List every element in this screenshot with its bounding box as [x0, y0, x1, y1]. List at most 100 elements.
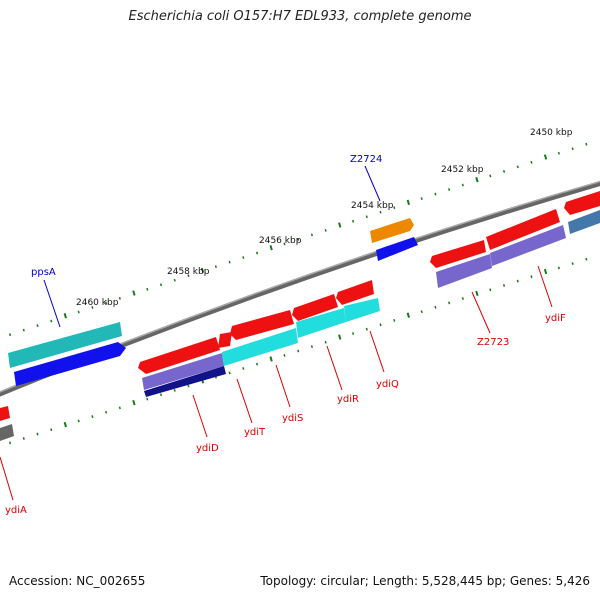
gene-label-ydiS[interactable]: ydiS: [282, 413, 303, 424]
scale-tick: [255, 251, 259, 255]
gene-left-gray[interactable]: [0, 424, 14, 441]
leader-ydiD: [192, 394, 208, 438]
scale-tick: [420, 310, 423, 314]
scale-tick: [118, 296, 121, 300]
scale-tick: [269, 356, 273, 362]
scale-label-2450: 2450 kbp: [530, 128, 573, 138]
scale-tick: [543, 154, 548, 160]
scale-tick: [159, 393, 163, 397]
gene-ydiR-cyan[interactable]: [296, 308, 346, 338]
scale-tick: [9, 441, 12, 445]
scale-tick: [489, 174, 492, 178]
scale-tick: [379, 323, 382, 327]
leader-ppsA: [43, 279, 61, 328]
scale-tick: [173, 278, 176, 282]
gene-ydiD-purple[interactable]: [142, 353, 224, 390]
scale-tick: [448, 188, 451, 191]
scale-tick: [475, 290, 479, 297]
gene-Z2724-orange[interactable]: [370, 218, 414, 243]
scale-tick: [255, 362, 259, 366]
scale-tick: [36, 324, 39, 328]
scale-tick: [105, 301, 108, 305]
gene-ydiQ-red[interactable]: [336, 280, 374, 305]
scale-tick: [543, 268, 548, 275]
scale-tick: [77, 310, 80, 314]
leader-ydiR: [326, 345, 343, 391]
gene-label-ydiF[interactable]: ydiF: [545, 313, 566, 324]
scale-tick: [324, 228, 327, 232]
scale-ticks-outer: [9, 142, 588, 337]
leader-ydiS: [275, 364, 291, 408]
gene-ydiS-red[interactable]: [230, 310, 294, 340]
gene-ydiF-purple[interactable]: [490, 225, 566, 266]
gene-ydiS-cyan[interactable]: [222, 328, 298, 366]
scale-tick: [63, 421, 67, 428]
gene-Z2724-blue[interactable]: [376, 237, 418, 261]
gene-label-ydiD[interactable]: ydiD: [196, 443, 219, 454]
gene-ydiD-navy[interactable]: [144, 366, 226, 397]
gene-right-red[interactable]: [564, 191, 600, 215]
scale-tick: [406, 199, 410, 206]
gene-left-red[interactable]: [0, 406, 10, 421]
gene-label-ydiQ[interactable]: ydiQ: [376, 379, 399, 390]
scale-tick: [338, 334, 342, 340]
scale-tick: [448, 301, 451, 305]
scale-tick: [352, 332, 355, 335]
leader-Z2724: [364, 165, 381, 202]
scale-ticks-inner: [9, 257, 588, 445]
gene-ydiD-red[interactable]: [138, 337, 220, 374]
scale-tick: [461, 297, 464, 300]
gene-ydiR-red[interactable]: [292, 294, 338, 321]
scale-label-2460: 2460 kbp: [76, 298, 119, 308]
scale-tick: [365, 215, 368, 219]
leader-ydiT: [236, 378, 253, 424]
scale-tick: [516, 165, 519, 169]
scale-tick: [105, 410, 108, 414]
scale-tick: [352, 219, 355, 223]
scale-tick: [461, 183, 464, 187]
gene-Z2723-red[interactable]: [430, 240, 486, 268]
gene-label-Z2724[interactable]: Z2724: [350, 154, 382, 165]
gene-label-ydiR[interactable]: ydiR: [337, 394, 359, 405]
scale-tick: [200, 267, 205, 274]
gene-ydiQ-cyan[interactable]: [344, 298, 380, 322]
scale-tick: [50, 319, 53, 323]
scale-tick: [585, 142, 588, 146]
gene-label-ydiT[interactable]: ydiT: [244, 427, 266, 438]
scale-tick: [91, 415, 94, 419]
gene-Z2723-purple[interactable]: [436, 254, 492, 288]
scale-label-2456: 2456 kbp: [259, 236, 302, 246]
scale-tick: [530, 275, 533, 279]
genome-backbone: [0, 180, 600, 397]
scale-tick: [22, 328, 25, 332]
gene-right-steel[interactable]: [568, 210, 600, 234]
gene-label-ydiA[interactable]: ydiA: [5, 505, 27, 516]
leader-ydiF: [537, 265, 553, 308]
scale-tick: [475, 176, 479, 183]
accession-text: Accession: NC_002655: [9, 574, 146, 588]
scale-tick: [159, 283, 163, 287]
gene-label-ppsA[interactable]: ppsA: [31, 267, 56, 278]
scale-tick: [434, 305, 437, 309]
gene-ydiT-red-small[interactable]: [218, 332, 232, 348]
gene-ppsA-teal[interactable]: [8, 322, 122, 368]
gene-label-Z2723[interactable]: Z2723: [477, 337, 509, 348]
scale-tick: [530, 160, 533, 164]
scale-tick: [146, 287, 149, 291]
scale-tick: [146, 397, 149, 401]
scale-tick: [173, 388, 176, 392]
scale-tick: [22, 437, 25, 440]
scale-tick: [9, 333, 12, 337]
gene-ppsA-blue[interactable]: [14, 342, 126, 386]
scale-tick: [283, 242, 286, 246]
gene-ydiF-red[interactable]: [486, 209, 560, 250]
scale-tick: [297, 238, 300, 241]
scale-tick: [557, 151, 560, 155]
scale-tick: [338, 222, 342, 228]
scale-tick: [324, 340, 327, 344]
scale-tick: [228, 371, 231, 375]
scale-tick: [118, 406, 121, 410]
scale-tick: [91, 306, 94, 309]
scale-tick: [420, 197, 423, 201]
